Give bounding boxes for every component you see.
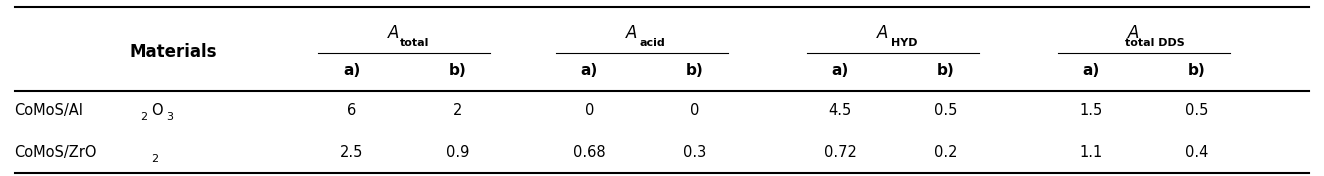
Text: 0.2: 0.2 [935, 145, 957, 160]
Text: 0.9: 0.9 [445, 145, 469, 160]
Text: b): b) [937, 63, 955, 78]
Text: Materials: Materials [130, 43, 217, 61]
Text: 0: 0 [585, 103, 594, 118]
Text: 2: 2 [140, 112, 147, 122]
Text: 0.68: 0.68 [573, 145, 605, 160]
Text: 0: 0 [690, 103, 699, 118]
Text: b): b) [1188, 63, 1206, 78]
Text: a): a) [1083, 63, 1100, 78]
Text: 1.5: 1.5 [1080, 103, 1103, 118]
Text: 0.72: 0.72 [824, 145, 857, 160]
Text: total: total [400, 38, 429, 48]
Text: 0.5: 0.5 [935, 103, 957, 118]
Text: 1.1: 1.1 [1080, 145, 1103, 160]
Text: b): b) [449, 63, 466, 78]
Text: $\mathbf{\it{A}}$: $\mathbf{\it{A}}$ [625, 24, 638, 42]
Text: 2: 2 [453, 103, 462, 118]
Text: 0.5: 0.5 [1185, 103, 1209, 118]
Text: 0.3: 0.3 [683, 145, 707, 160]
Text: CoMoS/ZrO: CoMoS/ZrO [15, 145, 97, 160]
Text: a): a) [831, 63, 849, 78]
Text: 4.5: 4.5 [829, 103, 851, 118]
Text: $\mathbf{\it{A}}$: $\mathbf{\it{A}}$ [1127, 24, 1140, 42]
Text: 6: 6 [347, 103, 356, 118]
Text: b): b) [686, 63, 704, 78]
Text: total DDS: total DDS [1125, 38, 1185, 48]
Text: 0.4: 0.4 [1185, 145, 1209, 160]
Text: 3: 3 [167, 112, 173, 122]
Text: O: O [151, 103, 163, 118]
Text: a): a) [581, 63, 598, 78]
Text: CoMoS/Al: CoMoS/Al [15, 103, 83, 118]
Text: HYD: HYD [891, 38, 918, 48]
Text: a): a) [343, 63, 360, 78]
Text: 2: 2 [151, 154, 158, 164]
Text: $\mathbf{\it{A}}$: $\mathbf{\it{A}}$ [876, 24, 890, 42]
Text: acid: acid [639, 38, 666, 48]
Text: 2.5: 2.5 [340, 145, 363, 160]
Text: $\mathbf{\it{A}}$: $\mathbf{\it{A}}$ [387, 24, 400, 42]
